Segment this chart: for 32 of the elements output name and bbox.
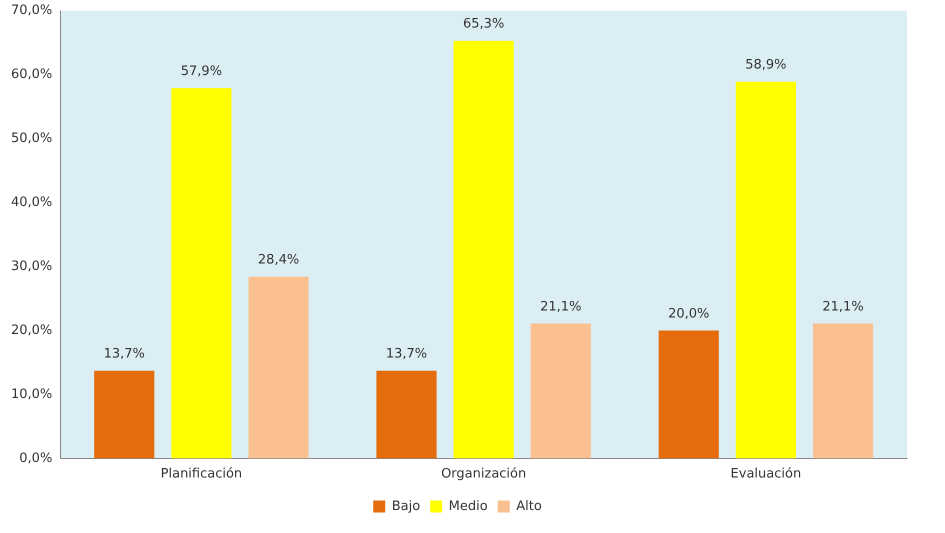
x-tick-label: Evaluación (730, 466, 802, 482)
y-tick-label: 70,0% (10, 3, 52, 18)
bar (530, 323, 591, 458)
legend-label: Bajo (392, 498, 420, 514)
bar (736, 82, 796, 458)
data-label: 13,7% (104, 346, 145, 362)
y-tick-label: 10,0% (10, 386, 52, 402)
y-tick-label: 0,0% (19, 450, 52, 466)
bar (376, 370, 437, 458)
data-label: 20,0% (668, 306, 710, 322)
x-tick-label: Planificación (160, 466, 242, 482)
data-label: 13,7% (386, 346, 428, 362)
data-label: 58,9% (745, 58, 787, 73)
bar (248, 276, 309, 458)
bar (812, 323, 874, 458)
x-tick-label: Organización (441, 466, 526, 482)
bar (94, 370, 154, 458)
bar (454, 40, 514, 458)
data-label: 21,1% (540, 299, 582, 314)
y-tick-label: 20,0% (10, 322, 52, 338)
y-tick-label: 60,0% (10, 67, 52, 82)
y-tick-label: 50,0% (10, 131, 52, 146)
y-tick-label: 30,0% (10, 258, 52, 274)
data-label: 65,3% (462, 16, 504, 32)
bar (171, 88, 232, 458)
y-tick-label: 40,0% (10, 195, 52, 210)
legend-label: Medio (448, 498, 488, 514)
bar (658, 330, 719, 458)
data-label: 57,9% (180, 64, 222, 80)
data-label: 21,1% (822, 299, 864, 314)
legend-label: Alto (516, 498, 542, 514)
data-label: 28,4% (258, 252, 300, 268)
